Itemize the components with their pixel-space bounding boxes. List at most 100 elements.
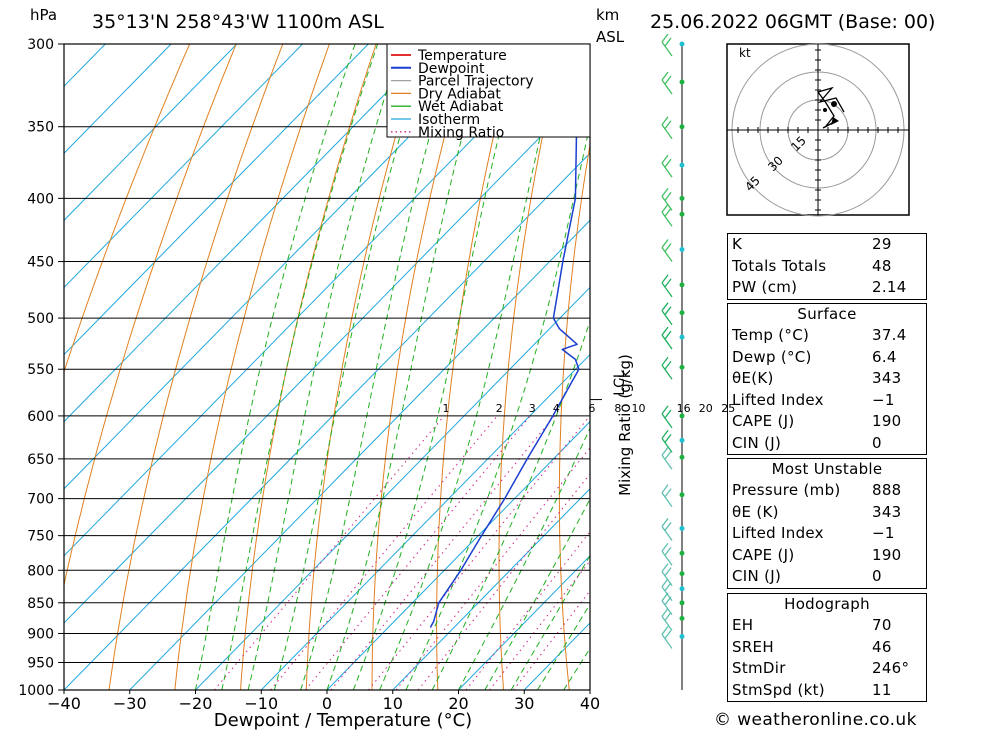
wind-level-dot <box>679 41 685 47</box>
mixing-ratio-axis-title: Mixing Ratio (g/kg) <box>616 354 634 496</box>
wind-barb <box>661 518 673 541</box>
lcl-label: LCL <box>612 370 628 396</box>
index-row: K 29 <box>728 234 916 256</box>
index-label: Lifted Index <box>732 390 824 409</box>
index-value: 29 <box>872 235 892 253</box>
index-value: 888 <box>872 481 902 499</box>
wind-barb <box>661 356 673 380</box>
hodograph-trace <box>816 86 845 127</box>
series-line-dewpoint <box>429 44 582 628</box>
x-tick-label: 10 <box>383 694 403 713</box>
hodograph-table: EH 70 SREH 46 StmDir 246° StmSpd (kt) 11 <box>728 615 916 701</box>
copyright-notice: © weatheronline.co.uk <box>714 710 917 730</box>
wind-barb <box>661 429 673 453</box>
dry-adiabat-line <box>982 44 1000 690</box>
wind-level-dot <box>679 586 685 592</box>
index-value: 37.4 <box>872 326 907 344</box>
legend-label: Dewpoint <box>418 61 485 77</box>
mixing-ratio-label: 10 <box>632 402 646 415</box>
wet-adiabat-line <box>352 44 523 690</box>
isotherm-line <box>64 44 172 154</box>
mixing-ratio-label: 20 <box>699 402 713 415</box>
datetime-title: 25.06.2022 06GMT (Base: 00) <box>650 11 935 33</box>
x-tick-label: 30 <box>514 694 534 713</box>
series-line-temperature <box>626 44 743 621</box>
index-row: θE(K) 343 <box>728 368 916 390</box>
mixing-ratio-line <box>305 415 531 690</box>
x-tick-label: 40 <box>580 694 600 713</box>
index-row: Totals Totals 48 <box>728 256 916 278</box>
isotherm-line <box>64 85 590 624</box>
index-value: 2.14 <box>872 278 907 296</box>
isotherm-line <box>64 152 590 690</box>
mixing-ratio-label: 25 <box>721 402 735 415</box>
y-tick-label: 400 <box>27 191 54 207</box>
y-tick-label: 650 <box>27 452 54 468</box>
index-row: Dewp (°C) 6.4 <box>728 347 916 369</box>
index-row: EH 70 <box>728 615 916 637</box>
legend-label: Dry Adiabat <box>418 86 501 102</box>
index-label: StmSpd (kt) <box>732 680 825 699</box>
isotherm-line <box>64 44 303 289</box>
wind-barb <box>661 274 673 298</box>
wind-level-dot <box>679 124 685 130</box>
index-row: CAPE (J) 190 <box>728 411 916 433</box>
index-row: CIN (J) 0 <box>728 433 916 455</box>
index-label: StmDir <box>732 659 786 677</box>
axis-labels: 3003504004505005506006507007508008509009… <box>18 37 602 713</box>
legend-box <box>386 43 591 138</box>
legend-label: Wet Adiabat <box>418 99 504 115</box>
index-label: CIN (J) <box>732 567 782 585</box>
mixing-ratio-line <box>489 560 590 690</box>
index-row: Lifted Index −1 <box>728 390 916 412</box>
index-label: Temp (°C) <box>732 326 810 344</box>
dry-adiabat-line <box>934 44 1000 690</box>
isotherm-line <box>458 555 590 690</box>
y-tick-label: 350 <box>27 120 54 136</box>
index-value: 70 <box>872 616 892 634</box>
wind-level-dot <box>679 492 685 498</box>
dry-adiabat-line <box>674 44 702 690</box>
index-label: K <box>732 235 743 253</box>
hodograph-indices-box: Hodograph EH 70 SREH 46 StmDir 246° StmSpd … <box>727 593 927 702</box>
wind-level-dot <box>679 282 685 288</box>
y-tick-label: 600 <box>27 409 54 425</box>
x-axis-title: Dewpoint / Temperature (°C) <box>214 710 472 731</box>
dry-adiabat-line <box>436 44 517 690</box>
isotherm-line <box>326 420 590 690</box>
index-row: StmDir 246° <box>728 658 916 680</box>
index-row: Pressure (mb) 888 <box>728 480 916 502</box>
isotherm-line <box>64 44 369 356</box>
wind-barb <box>661 187 673 211</box>
index-value: 6.4 <box>872 347 897 366</box>
wind-level-dot <box>679 571 685 577</box>
indices-general-box: K 29 Totals Totals 48 PW (cm) 2.14 <box>727 233 927 300</box>
mixing-ratio-line <box>368 415 590 690</box>
most-unstable-box: Most Unstable Pressure (mb) 888 θE (K) 343… <box>727 458 927 589</box>
pressure-unit-label: hPa <box>30 6 57 24</box>
wind-barb <box>661 239 673 262</box>
x-tick-label: 0 <box>322 694 332 713</box>
index-value: 48 <box>872 256 892 275</box>
wind-level-dot <box>679 195 685 201</box>
y-tick-label: 300 <box>27 37 54 53</box>
x-tick-label: −40 <box>47 694 81 713</box>
index-value: 190 <box>872 545 902 564</box>
index-value: −1 <box>872 390 895 409</box>
dry-adiabat-line <box>64 44 191 374</box>
isotherm-line <box>64 44 566 557</box>
wind-level-dot <box>679 454 685 460</box>
y-tick-label: 500 <box>27 311 54 327</box>
index-value: 190 <box>872 412 902 430</box>
index-value: 343 <box>872 369 902 387</box>
index-label: CAPE (J) <box>732 412 795 430</box>
wind-barb <box>661 71 673 95</box>
wind-level-dot <box>679 364 685 370</box>
most-unstable-table: Pressure (mb) 888 θE (K) 343 Lifted Index −… <box>728 480 916 588</box>
hodograph-unit: kt <box>739 46 751 60</box>
index-value: 46 <box>872 637 892 656</box>
wind-barb <box>661 116 673 140</box>
legend-label: Temperature <box>417 48 507 64</box>
